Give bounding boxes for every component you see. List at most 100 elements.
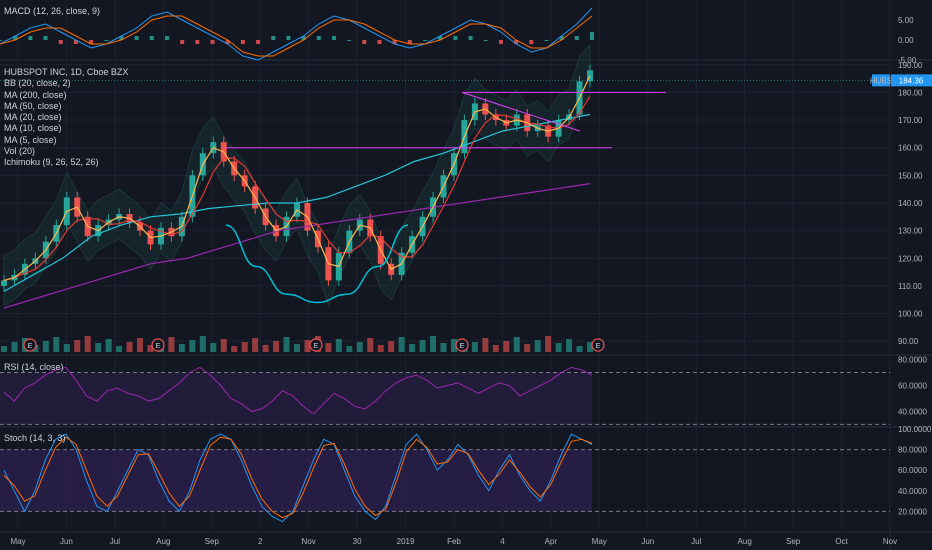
macd-histogram-bar	[89, 40, 94, 44]
macd-histogram-bar	[180, 40, 185, 44]
stoch-y-tick: 20.0000	[898, 507, 927, 516]
volume-bar	[126, 342, 133, 352]
macd-histogram-bar	[407, 40, 412, 44]
volume-bar	[482, 338, 489, 352]
volume-bar	[74, 340, 81, 352]
earnings-marker-label: E	[28, 343, 33, 350]
macd-histogram-bar	[240, 40, 245, 44]
price-legend: HUBSPOT INC, 1D, Cboe BZX BB (20, close,…	[4, 67, 128, 169]
stoch-d-line	[3, 436, 593, 519]
volume-bar	[53, 337, 60, 352]
earnings-marker-label: E	[314, 343, 319, 350]
earnings-marker	[151, 338, 165, 352]
volume-bar	[220, 339, 227, 352]
x-tick-label: Nov	[302, 537, 316, 546]
x-tick-label: May	[592, 537, 607, 546]
macd-histogram-bar	[316, 36, 321, 40]
macd-histogram-bar	[544, 40, 549, 41]
stoch-y-tick: 100.0000	[898, 425, 932, 434]
ma200-line	[3, 183, 591, 309]
volume-bar	[430, 336, 437, 352]
x-tick-label: Jun	[641, 537, 654, 546]
macd-histogram-bar	[256, 40, 261, 44]
descending-trendline	[461, 91, 581, 132]
earnings-marker	[309, 338, 323, 352]
price-y-tick: 140.00	[898, 199, 923, 208]
macd-line-0	[0, 7, 593, 61]
legend-ma200: MA (200, close)	[4, 89, 67, 100]
volume-bar	[325, 343, 332, 352]
volume-bar	[587, 342, 593, 352]
macd-histogram-bar	[301, 36, 306, 40]
x-tick-label: Oct	[835, 537, 848, 546]
rsi-line	[3, 366, 593, 415]
price-y-tick: 170.00	[898, 116, 923, 125]
x-tick-label: Aug	[738, 537, 752, 546]
symbol-title: HUBSPOT INC, 1D, Cboe BZX	[4, 67, 129, 77]
x-tick-label: 30	[353, 537, 362, 546]
volume-bar	[513, 337, 520, 352]
macd-histogram-bar	[559, 36, 564, 40]
volume-bar	[566, 339, 573, 352]
volume-bar	[294, 344, 300, 352]
volume-bar	[105, 339, 112, 352]
volume-bar	[273, 341, 280, 352]
price-value-tag	[891, 74, 932, 87]
volume-bar	[252, 338, 259, 352]
volume-bar	[356, 342, 363, 352]
volume-bar	[576, 346, 583, 352]
macd-legend: MACD (12, 26, close, 9)	[4, 6, 101, 16]
macd-histogram-bar	[498, 40, 503, 44]
macd-histogram-bar	[392, 40, 397, 44]
volume-bar	[419, 340, 426, 352]
volume-bar	[471, 342, 478, 352]
macd-histogram-bar	[225, 40, 230, 44]
macd-histogram-bar	[149, 36, 154, 40]
volume-bar	[534, 340, 541, 352]
macd-histogram-bar	[286, 36, 291, 40]
volume-bar	[398, 337, 405, 352]
legend-ichimoku: Ichimoku (9, 26, 52, 26)	[4, 157, 99, 168]
macd-histogram-bar	[28, 36, 33, 40]
x-tick-label: Jul	[691, 537, 701, 546]
macd-histogram-bar	[164, 36, 169, 40]
volume-bar	[178, 344, 185, 352]
volume-bar	[503, 341, 510, 352]
macd-histogram-bar	[13, 36, 18, 40]
ma20-line	[3, 96, 591, 281]
volume-bar	[377, 345, 384, 352]
volume-bar	[168, 337, 175, 352]
macd-line-1	[0, 15, 593, 57]
legend-ma50: MA (50, close)	[4, 100, 62, 111]
macd-histogram-bar	[210, 40, 215, 44]
volume-bar	[335, 339, 342, 352]
earnings-marker-label: E	[156, 343, 161, 350]
volume-bar	[231, 346, 238, 352]
volume-bar	[450, 339, 457, 352]
earnings-marker-label: E	[596, 343, 601, 350]
macd-histogram-bar	[58, 40, 63, 44]
macd-histogram-bar	[195, 40, 200, 44]
price-y-tick: 180.00	[898, 88, 923, 97]
x-tick-label: 4	[500, 537, 505, 546]
macd-histogram-bar	[529, 40, 534, 44]
earnings-marker	[455, 338, 469, 352]
price-y-tick: 130.00	[898, 227, 923, 236]
volume-bar	[283, 337, 290, 352]
macd-histogram-bar	[73, 40, 78, 44]
volume-bar	[409, 344, 416, 352]
price-value-label: 184.36	[899, 76, 924, 85]
earnings-marker	[23, 338, 37, 352]
macd-histogram-bar	[468, 36, 473, 40]
x-tick-label: Sep	[786, 537, 801, 546]
price-symbol-tag	[872, 74, 890, 87]
stoch-k-line	[3, 433, 593, 523]
rsi-y-tick: 80.0000	[898, 356, 927, 365]
price-y-tick: 90.00	[898, 337, 919, 346]
x-tick-label: Jul	[110, 537, 120, 546]
stoch-legend: Stoch (14, 3, 3)	[4, 433, 66, 443]
legend-ma20: MA (20, close)	[4, 112, 62, 123]
volume-bar	[95, 343, 102, 352]
macd-histogram-bar	[347, 40, 352, 41]
